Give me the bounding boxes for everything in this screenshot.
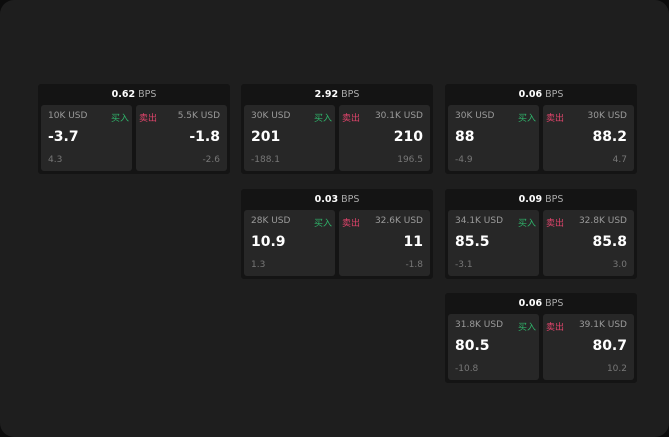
sell-change: -1.8: [405, 260, 423, 270]
quote-card: 0.03 BPS 28K USD 买入 10.9 1.3 32.6K USD 卖…: [241, 189, 433, 279]
buy-change: -188.1: [251, 155, 281, 165]
spread-header: 0.62 BPS: [38, 84, 230, 105]
buy-size: 30K USD: [251, 111, 291, 121]
buy-quote-button[interactable]: 30K USD 买入 201 -188.1: [244, 105, 335, 171]
sell-price: 11: [403, 234, 423, 250]
spread-unit: BPS: [341, 194, 360, 205]
sell-price: -1.8: [189, 129, 220, 145]
buy-change: 1.3: [251, 260, 266, 270]
quote-card: 0.06 BPS 31.8K USD 买入 80.5 -10.8 39.1K U…: [445, 293, 637, 383]
sell-label: 卖出: [546, 323, 565, 333]
quote-card: 0.06 BPS 30K USD 买入 88 -4.9 30K USD 卖出 8…: [445, 84, 637, 174]
buy-label: 买入: [517, 219, 536, 229]
buy-price: 80.5: [455, 338, 490, 354]
sell-change: 4.7: [612, 155, 627, 165]
sell-price: 210: [393, 129, 423, 145]
buy-price: 201: [251, 129, 281, 145]
buy-label: 买入: [313, 219, 332, 229]
buy-size: 31.8K USD: [455, 320, 504, 330]
sell-size: 30.1K USD: [374, 111, 423, 121]
sell-quote-button[interactable]: 39.1K USD 卖出 80.7 10.2: [543, 314, 634, 380]
buy-quote-button[interactable]: 30K USD 买入 88 -4.9: [448, 105, 539, 171]
spread-unit: BPS: [545, 89, 564, 100]
sell-size: 39.1K USD: [578, 320, 627, 330]
buy-size: 34.1K USD: [455, 216, 504, 226]
buy-change: -4.9: [455, 155, 473, 165]
quote-card: 0.09 BPS 34.1K USD 买入 85.5 -3.1 32.8K US…: [445, 189, 637, 279]
buy-label: 买入: [313, 114, 332, 124]
sell-change: 196.5: [397, 155, 423, 165]
sell-change: 10.2: [606, 364, 627, 374]
buy-price: 88: [455, 129, 475, 145]
buy-quote-button[interactable]: 28K USD 买入 10.9 1.3: [244, 210, 335, 276]
buy-quote-button[interactable]: 34.1K USD 买入 85.5 -3.1: [448, 210, 539, 276]
sell-size: 32.8K USD: [578, 216, 627, 226]
sell-label: 卖出: [546, 114, 565, 124]
sell-price: 80.7: [592, 338, 627, 354]
buy-size: 28K USD: [251, 216, 291, 226]
sell-quote-button[interactable]: 32.6K USD 卖出 11 -1.8: [339, 210, 430, 276]
spread-value: 0.06: [518, 89, 543, 100]
spread-header: 0.03 BPS: [241, 189, 433, 210]
sell-label: 卖出: [546, 219, 565, 229]
spread-unit: BPS: [545, 298, 564, 309]
quote-card: 2.92 BPS 30K USD 买入 201 -188.1 30.1K USD…: [241, 84, 433, 174]
sell-label: 卖出: [342, 219, 361, 229]
spread-unit: BPS: [138, 89, 157, 100]
spread-value: 2.92: [314, 89, 339, 100]
buy-price: 85.5: [455, 234, 490, 250]
buy-label: 买入: [517, 114, 536, 124]
sell-quote-button[interactable]: 30K USD 卖出 88.2 4.7: [543, 105, 634, 171]
sell-label: 卖出: [342, 114, 361, 124]
spread-value: 0.09: [518, 194, 543, 205]
spread-header: 0.06 BPS: [445, 84, 637, 105]
buy-label: 买入: [110, 114, 129, 124]
buy-quote-button[interactable]: 31.8K USD 买入 80.5 -10.8: [448, 314, 539, 380]
sell-size: 5.5K USD: [177, 111, 220, 121]
buy-price: -3.7: [48, 129, 79, 145]
spread-value: 0.62: [111, 89, 136, 100]
sell-change: 3.0: [612, 260, 627, 270]
spread-unit: BPS: [341, 89, 360, 100]
buy-quote-button[interactable]: 10K USD 买入 -3.7 4.3: [41, 105, 132, 171]
sell-label: 卖出: [139, 114, 158, 124]
sell-size: 32.6K USD: [374, 216, 423, 226]
sell-size: 30K USD: [587, 111, 627, 121]
sell-quote-button[interactable]: 5.5K USD 卖出 -1.8 -2.6: [136, 105, 227, 171]
buy-change: 4.3: [48, 155, 63, 165]
sell-quote-button[interactable]: 30.1K USD 卖出 210 196.5: [339, 105, 430, 171]
spread-header: 0.06 BPS: [445, 293, 637, 314]
buy-label: 买入: [517, 323, 536, 333]
spread-value: 0.06: [518, 298, 543, 309]
sell-price: 88.2: [592, 129, 627, 145]
buy-change: -10.8: [455, 364, 479, 374]
spread-header: 0.09 BPS: [445, 189, 637, 210]
buy-size: 10K USD: [48, 111, 88, 121]
buy-change: -3.1: [455, 260, 473, 270]
quote-card: 0.62 BPS 10K USD 买入 -3.7 4.3 5.5K USD 卖出…: [38, 84, 230, 174]
spread-unit: BPS: [545, 194, 564, 205]
buy-price: 10.9: [251, 234, 286, 250]
sell-quote-button[interactable]: 32.8K USD 卖出 85.8 3.0: [543, 210, 634, 276]
sell-price: 85.8: [592, 234, 627, 250]
spread-header: 2.92 BPS: [241, 84, 433, 105]
buy-size: 30K USD: [455, 111, 495, 121]
spread-value: 0.03: [314, 194, 339, 205]
sell-change: -2.6: [202, 155, 220, 165]
